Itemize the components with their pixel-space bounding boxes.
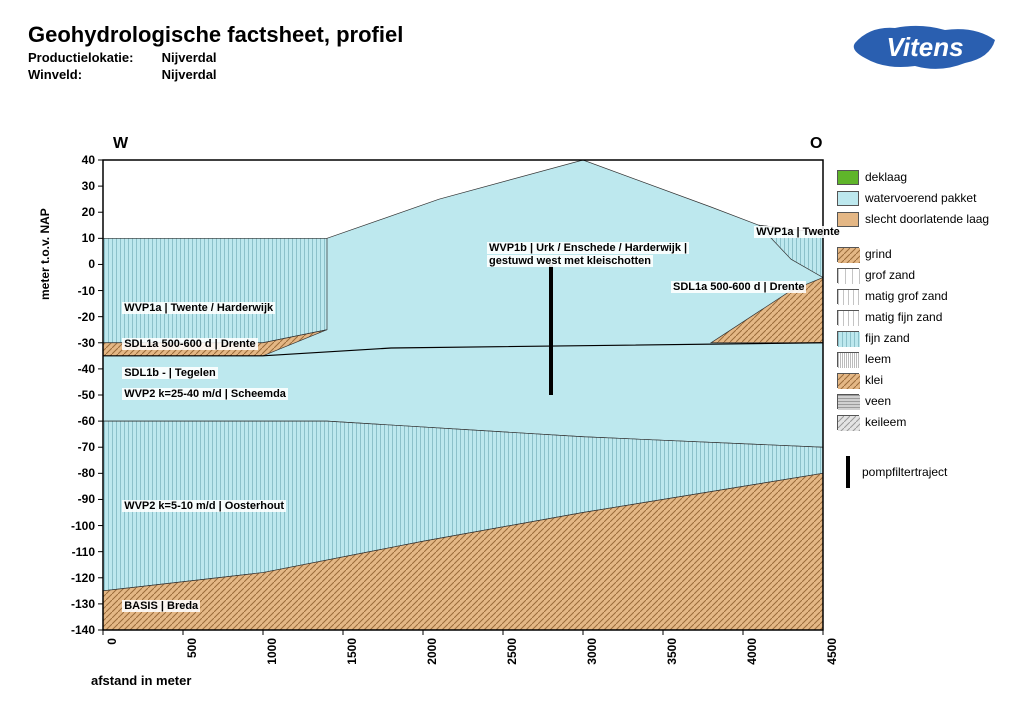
layer-label: SDL1a 500-600 d | Drente bbox=[122, 338, 257, 350]
legend-label: fijn zand bbox=[865, 331, 910, 345]
legend-item: klei bbox=[837, 371, 1002, 389]
legend-item: watervoerend pakket bbox=[837, 189, 1002, 207]
y-tick: -60 bbox=[53, 414, 95, 428]
layer-label: gestuwd west met kleischotten bbox=[487, 255, 653, 267]
legend-label: slecht doorlatende laag bbox=[865, 212, 989, 226]
y-tick: -140 bbox=[53, 623, 95, 637]
layer-label: WVP2 k=5-10 m/d | Oosterhout bbox=[122, 500, 286, 512]
svg-text:Vitens: Vitens bbox=[886, 32, 963, 62]
x-tick: 3500 bbox=[665, 638, 679, 678]
value-production: Nijverdal bbox=[162, 50, 217, 65]
legend-item: deklaag bbox=[837, 168, 1002, 186]
layer-label: WVP1b | Urk / Enschede / Harderwijk | bbox=[487, 242, 689, 254]
legend: deklaag watervoerend pakket slecht doorlat… bbox=[837, 168, 1002, 488]
legend-item: matig fijn zand bbox=[837, 308, 1002, 326]
x-tick: 2500 bbox=[505, 638, 519, 678]
x-tick: 1000 bbox=[265, 638, 279, 678]
x-tick: 4000 bbox=[745, 638, 759, 678]
y-tick: -120 bbox=[53, 571, 95, 585]
layer-label: SDL1b - | Tegelen bbox=[122, 367, 218, 379]
y-tick: 10 bbox=[53, 231, 95, 245]
legend-item: grof zand bbox=[837, 266, 1002, 284]
x-tick: 4500 bbox=[825, 638, 839, 678]
y-tick: -50 bbox=[53, 388, 95, 402]
y-tick: -20 bbox=[53, 310, 95, 324]
legend-label: grind bbox=[865, 247, 892, 261]
y-tick: -40 bbox=[53, 362, 95, 376]
legend-label: grof zand bbox=[865, 268, 915, 282]
layer-label: SDL1a 500-600 d | Drente bbox=[671, 281, 806, 293]
legend-item: leem bbox=[837, 350, 1002, 368]
layer-label: WVP1a | Twente bbox=[754, 226, 842, 238]
x-tick: 500 bbox=[185, 638, 199, 678]
x-tick: 1500 bbox=[345, 638, 359, 678]
legend-label: watervoerend pakket bbox=[865, 191, 976, 205]
legend-label: matig fijn zand bbox=[865, 310, 942, 324]
legend-item: keileem bbox=[837, 413, 1002, 431]
y-tick: 20 bbox=[53, 205, 95, 219]
layer-label: WVP1a | Twente / Harderwijk bbox=[122, 302, 275, 314]
legend-item: veen bbox=[837, 392, 1002, 410]
y-tick: -30 bbox=[53, 336, 95, 350]
x-tick: 0 bbox=[105, 638, 119, 678]
y-tick: 40 bbox=[53, 153, 95, 167]
x-tick: 2000 bbox=[425, 638, 439, 678]
value-winveld: Nijverdal bbox=[162, 67, 217, 82]
page-title: Geohydrologische factsheet, profiel bbox=[28, 22, 403, 48]
label-winveld: Winveld: bbox=[28, 67, 158, 82]
legend-label: keileem bbox=[865, 415, 906, 429]
y-tick: 0 bbox=[53, 257, 95, 271]
logo-vitens: Vitens bbox=[850, 18, 1000, 78]
y-tick: -100 bbox=[53, 519, 95, 533]
layer-label: BASIS | Breda bbox=[122, 600, 200, 612]
y-tick: 30 bbox=[53, 179, 95, 193]
y-tick: -90 bbox=[53, 492, 95, 506]
layer-label: WVP2 k=25-40 m/d | Scheemda bbox=[122, 388, 288, 400]
subtitle-winveld: Winveld: Nijverdal bbox=[28, 67, 403, 82]
legend-item: slecht doorlatende laag bbox=[837, 210, 1002, 228]
legend-item: matig grof zand bbox=[837, 287, 1002, 305]
legend-label: deklaag bbox=[865, 170, 907, 184]
legend-pompfilter: pompfiltertraject bbox=[837, 456, 1002, 488]
legend-item: fijn zand bbox=[837, 329, 1002, 347]
legend-label: veen bbox=[865, 394, 891, 408]
header: Geohydrologische factsheet, profiel Prod… bbox=[28, 22, 403, 82]
y-tick: -130 bbox=[53, 597, 95, 611]
legend-item: grind bbox=[837, 245, 1002, 263]
y-tick: -70 bbox=[53, 440, 95, 454]
subtitle-production: Productielokatie: Nijverdal bbox=[28, 50, 403, 65]
label-production: Productielokatie: bbox=[28, 50, 158, 65]
y-tick: -80 bbox=[53, 466, 95, 480]
legend-label: leem bbox=[865, 352, 891, 366]
y-tick: -110 bbox=[53, 545, 95, 559]
x-tick: 3000 bbox=[585, 638, 599, 678]
legend-label: matig grof zand bbox=[865, 289, 948, 303]
y-tick: -10 bbox=[53, 284, 95, 298]
legend-label: klei bbox=[865, 373, 883, 387]
